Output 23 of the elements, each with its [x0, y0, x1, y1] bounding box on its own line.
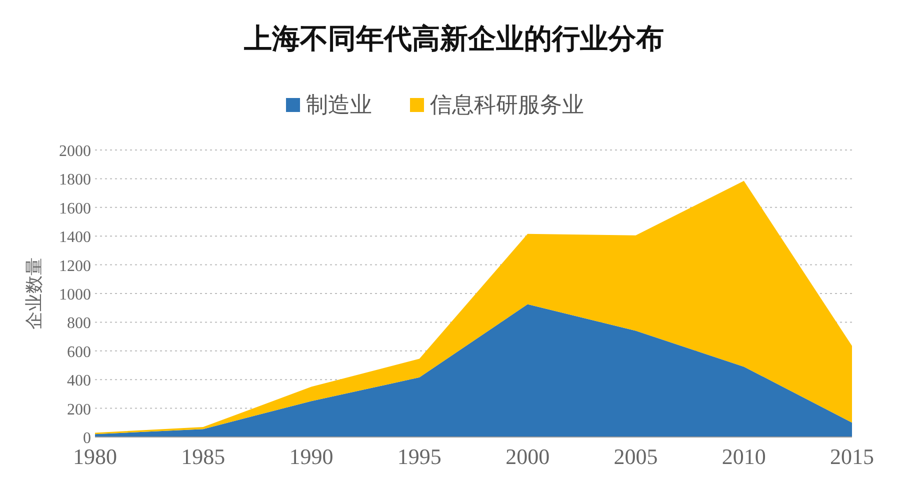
- y-axis-title: 企业数量: [24, 258, 45, 330]
- y-tick-label: 1600: [59, 200, 91, 218]
- y-tick-label: 800: [67, 315, 91, 332]
- y-tick-label: 0: [83, 430, 91, 447]
- x-tick-label: 2005: [614, 444, 658, 469]
- y-tick-label: 1800: [59, 172, 91, 189]
- y-tick-label: 200: [67, 401, 91, 418]
- x-tick-label: 1990: [289, 444, 334, 469]
- x-tick-label: 2015: [830, 444, 874, 469]
- x-tick-label: 1980: [73, 444, 117, 469]
- x-tick-label: 2010: [722, 444, 766, 469]
- y-tick-label: 2000: [59, 143, 91, 160]
- x-tick-label: 2000: [506, 444, 550, 469]
- chart-title: 上海不同年代高新企业的行业分布: [243, 22, 664, 55]
- y-tick-label: 400: [67, 372, 91, 390]
- legend-label: 信息科研服务业: [430, 93, 584, 118]
- legend-label: 制造业: [306, 93, 372, 118]
- y-tick-label: 1200: [59, 258, 91, 275]
- x-tick-label: 1995: [397, 444, 442, 469]
- x-tick-label: 1985: [181, 444, 226, 469]
- y-tick-label: 1000: [59, 286, 91, 304]
- y-tick-label: 600: [67, 344, 91, 361]
- y-tick-label: 1400: [59, 229, 91, 246]
